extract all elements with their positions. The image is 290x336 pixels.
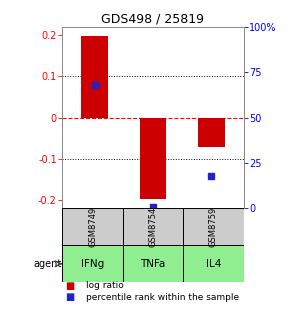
Text: agent: agent bbox=[33, 259, 61, 269]
Bar bbox=[123, 245, 183, 282]
Text: IFNg: IFNg bbox=[81, 259, 104, 269]
Bar bbox=[123, 208, 183, 245]
Bar bbox=[183, 245, 244, 282]
Text: TNFa: TNFa bbox=[140, 259, 166, 269]
Text: GSM8754: GSM8754 bbox=[148, 207, 157, 247]
Text: percentile rank within the sample: percentile rank within the sample bbox=[86, 293, 239, 302]
Bar bbox=[62, 245, 123, 282]
Text: IL4: IL4 bbox=[206, 259, 221, 269]
Bar bbox=[140, 118, 166, 199]
Text: log ratio: log ratio bbox=[86, 281, 123, 290]
Text: GSM8749: GSM8749 bbox=[88, 207, 97, 247]
Bar bbox=[81, 36, 108, 118]
Text: ■: ■ bbox=[65, 292, 75, 302]
Bar bbox=[183, 208, 244, 245]
Bar bbox=[198, 118, 224, 147]
Text: ■: ■ bbox=[65, 281, 75, 291]
Bar bbox=[62, 208, 123, 245]
Title: GDS498 / 25819: GDS498 / 25819 bbox=[102, 13, 204, 26]
Text: GSM8759: GSM8759 bbox=[209, 207, 218, 247]
